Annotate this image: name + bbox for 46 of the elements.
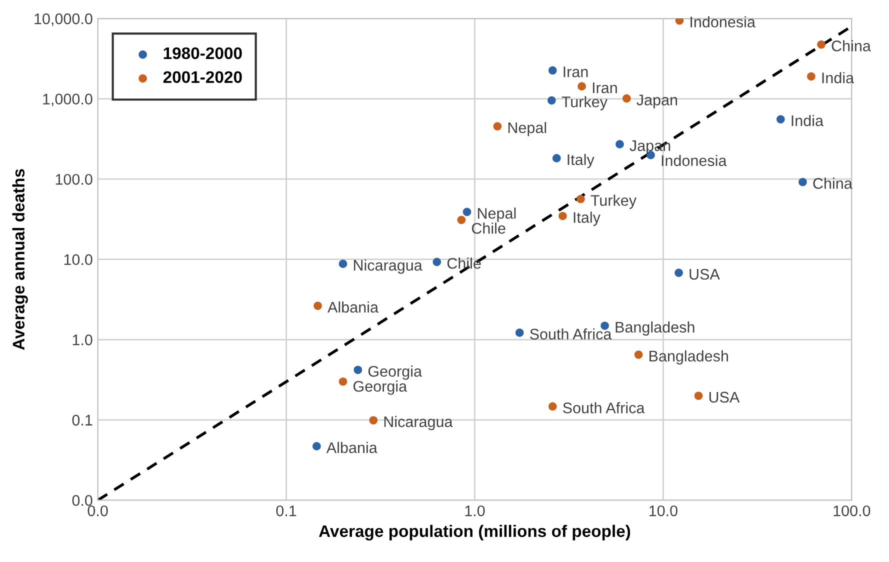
annotation: USA xyxy=(690,268,720,280)
annotation: Nicaragua xyxy=(384,416,453,430)
annotation: Italy xyxy=(574,212,600,226)
annotation: Indonesia xyxy=(662,154,727,166)
annotation: Iran xyxy=(564,66,588,78)
annotation: China xyxy=(813,178,852,189)
x-axis-title: Average population (millions of people) xyxy=(318,524,630,540)
annotation: USA xyxy=(709,392,740,403)
annotation: Italy xyxy=(568,154,594,168)
annotation: Nepal xyxy=(478,208,516,222)
annotation: Bangladesh xyxy=(616,321,694,336)
annotation: Japan xyxy=(630,140,670,154)
annotation: Albania xyxy=(326,442,378,454)
legend-label: 2001-2020 xyxy=(163,71,242,83)
annotation: Japan xyxy=(636,94,678,108)
annotation: Turkey xyxy=(590,194,637,209)
annotation: Georgia xyxy=(353,380,408,395)
x-tick-label: 0.0 xyxy=(88,505,108,516)
annotation: Albania xyxy=(328,301,378,313)
y-tick-label: 1.0 xyxy=(72,334,92,346)
y-tick-label: 0.0 xyxy=(72,495,92,506)
x-tick-label: 10.0 xyxy=(649,505,678,516)
annotation: South Africa xyxy=(563,402,645,414)
annotation: India xyxy=(792,114,824,126)
x-tick-label: 0.1 xyxy=(276,505,296,516)
legend-label: 1980-2000 xyxy=(164,47,242,60)
annotation: Turkey xyxy=(562,96,608,110)
annotation: Chile xyxy=(447,258,481,269)
annotation: China xyxy=(832,40,871,52)
y-tick-label: 10.0 xyxy=(64,254,92,266)
y-axis-title: Average annual deaths xyxy=(12,169,28,350)
annotation: Nepal xyxy=(508,122,546,136)
y-tick-label: 100.0 xyxy=(56,174,92,185)
annotation: Nicaragua xyxy=(354,259,422,274)
x-tick-label: 100.0 xyxy=(834,505,870,516)
annotation: Indonesia xyxy=(690,16,756,28)
annotation: India xyxy=(822,72,854,84)
y-tick-label: 10,000.0 xyxy=(34,13,92,26)
y-tick-label: 1,000.0 xyxy=(43,94,92,106)
annotation: Chile xyxy=(472,222,506,234)
annotation: Iran xyxy=(592,82,617,94)
x-tick-label: 1.0 xyxy=(465,505,485,516)
annotation: South Africa xyxy=(530,328,612,340)
annotation: Bangladesh xyxy=(650,350,728,365)
annotation: Georgia xyxy=(368,366,422,380)
y-tick-label: 0.1 xyxy=(72,414,92,426)
